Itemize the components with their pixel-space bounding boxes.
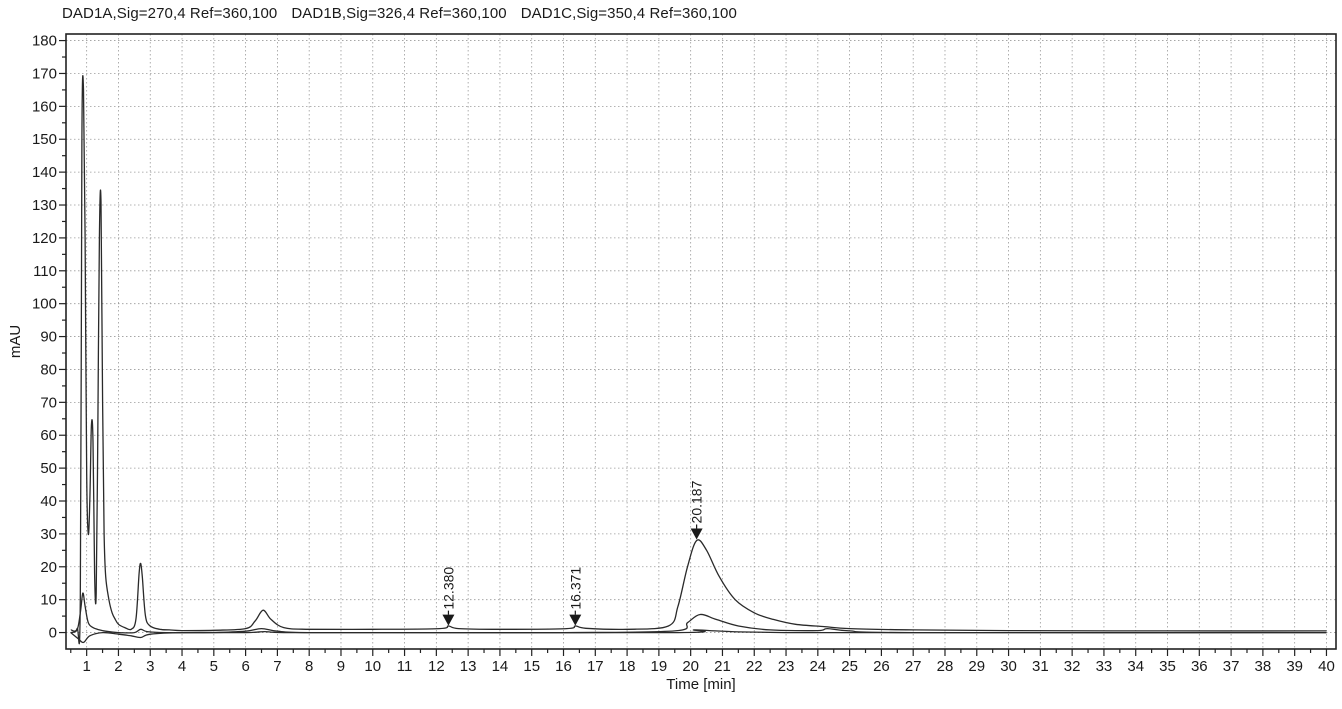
y-tick-label: 140 bbox=[32, 164, 57, 181]
x-tick-label: 18 bbox=[619, 658, 636, 675]
x-tick-label: 14 bbox=[492, 658, 509, 675]
x-tick-label: 26 bbox=[873, 658, 890, 675]
x-tick-label: 30 bbox=[1000, 658, 1017, 675]
x-tick-label: 7 bbox=[273, 658, 281, 675]
x-tick-label: 27 bbox=[905, 658, 922, 675]
x-tick-label: 11 bbox=[397, 658, 413, 675]
x-tick-label: 6 bbox=[241, 658, 249, 675]
x-tick-label: 13 bbox=[460, 658, 477, 675]
x-tick-label: 25 bbox=[841, 658, 858, 675]
y-tick-label: 180 bbox=[32, 33, 57, 50]
x-tick-label: 5 bbox=[210, 658, 218, 675]
y-tick-label: 120 bbox=[32, 230, 57, 247]
x-axis-title: Time [min] bbox=[666, 676, 735, 693]
peak-label: 20.187 bbox=[689, 480, 705, 523]
x-tick-label: 40 bbox=[1318, 658, 1335, 675]
y-tick-label: 110 bbox=[33, 263, 57, 280]
x-tick-label: 31 bbox=[1032, 658, 1049, 675]
y-tick-label: 70 bbox=[40, 394, 57, 411]
y-tick-label: 20 bbox=[40, 559, 57, 576]
x-tick-label: 4 bbox=[178, 658, 186, 675]
trace-line-2 bbox=[70, 592, 1327, 634]
x-tick-label: 29 bbox=[968, 658, 985, 675]
trace-line-1 bbox=[70, 75, 1327, 645]
x-tick-label: 19 bbox=[651, 658, 668, 675]
y-tick-label: 50 bbox=[40, 460, 57, 477]
x-tick-label: 20 bbox=[682, 658, 699, 675]
x-tick-label: 3 bbox=[146, 658, 154, 675]
y-tick-label: 170 bbox=[32, 65, 57, 82]
y-tick-label: 10 bbox=[40, 592, 57, 609]
x-tick-label: 37 bbox=[1223, 658, 1240, 675]
y-tick-label: 60 bbox=[40, 427, 57, 444]
x-tick-label: 35 bbox=[1159, 658, 1176, 675]
x-tick-label: 36 bbox=[1191, 658, 1208, 675]
y-tick-label: 80 bbox=[40, 361, 57, 378]
signal-header: DAD1A,Sig=270,4 Ref=360,100 DAD1B,Sig=32… bbox=[62, 5, 737, 27]
x-tick-label: 10 bbox=[364, 658, 381, 675]
y-tick-label: 150 bbox=[32, 131, 57, 148]
x-tick-label: 1 bbox=[82, 658, 90, 675]
grid bbox=[66, 34, 1336, 649]
x-tick-label: 23 bbox=[778, 658, 795, 675]
y-tick-label: 130 bbox=[32, 197, 57, 214]
x-tick-label: 17 bbox=[587, 658, 604, 675]
peak-label: 16.371 bbox=[567, 567, 583, 610]
peak-annotations: 12.380 16.371 20.187 bbox=[440, 480, 705, 626]
x-tick-label: 21 bbox=[714, 658, 731, 675]
signal-label-dad1a: DAD1A,Sig=270,4 Ref=360,100 bbox=[62, 5, 278, 22]
trace-line-3 bbox=[70, 629, 1327, 644]
signal-label-dad1b: DAD1B,Sig=326,4 Ref=360,100 bbox=[291, 5, 507, 22]
x-tick-label: 9 bbox=[337, 658, 345, 675]
signal-label-dad1c: DAD1C,Sig=350,4 Ref=360,100 bbox=[520, 5, 737, 22]
y-tick-label: 100 bbox=[32, 296, 57, 313]
x-tick-label: 8 bbox=[305, 658, 313, 675]
peak-marker-icon bbox=[442, 614, 455, 626]
x-tick-label: 39 bbox=[1286, 658, 1303, 675]
peak-marker-icon bbox=[690, 528, 703, 540]
x-tick-label: 33 bbox=[1096, 658, 1113, 675]
axes: 1 2 3 4 5 6 7 8 9 10 11 12 13 14 15 16 17 18 19 20 21 22 23 24 2… bbox=[32, 33, 1337, 675]
x-tick-label: 22 bbox=[746, 658, 763, 675]
plot-frame bbox=[65, 33, 1337, 650]
traces bbox=[70, 75, 1327, 645]
x-tick-label: 32 bbox=[1064, 658, 1081, 675]
x-tick-label: 34 bbox=[1127, 658, 1144, 675]
peak-label: 12.380 bbox=[440, 567, 456, 610]
x-tick-label: 28 bbox=[937, 658, 954, 675]
y-tick-label: 0 bbox=[49, 625, 57, 642]
x-tick-label: 15 bbox=[523, 658, 540, 675]
peak-marker-icon bbox=[569, 614, 582, 626]
y-tick-label: 40 bbox=[40, 493, 57, 510]
y-tick-label: 160 bbox=[32, 98, 57, 115]
y-tick-label: 30 bbox=[40, 526, 57, 543]
x-tick-label: 38 bbox=[1255, 658, 1272, 675]
y-tick-label: 90 bbox=[40, 329, 57, 346]
x-tick-label: 16 bbox=[555, 658, 572, 675]
x-tick-label: 24 bbox=[809, 658, 826, 675]
x-tick-label: 2 bbox=[114, 658, 122, 675]
x-tick-label: 12 bbox=[428, 658, 445, 675]
y-axis-title: mAU bbox=[7, 325, 24, 358]
